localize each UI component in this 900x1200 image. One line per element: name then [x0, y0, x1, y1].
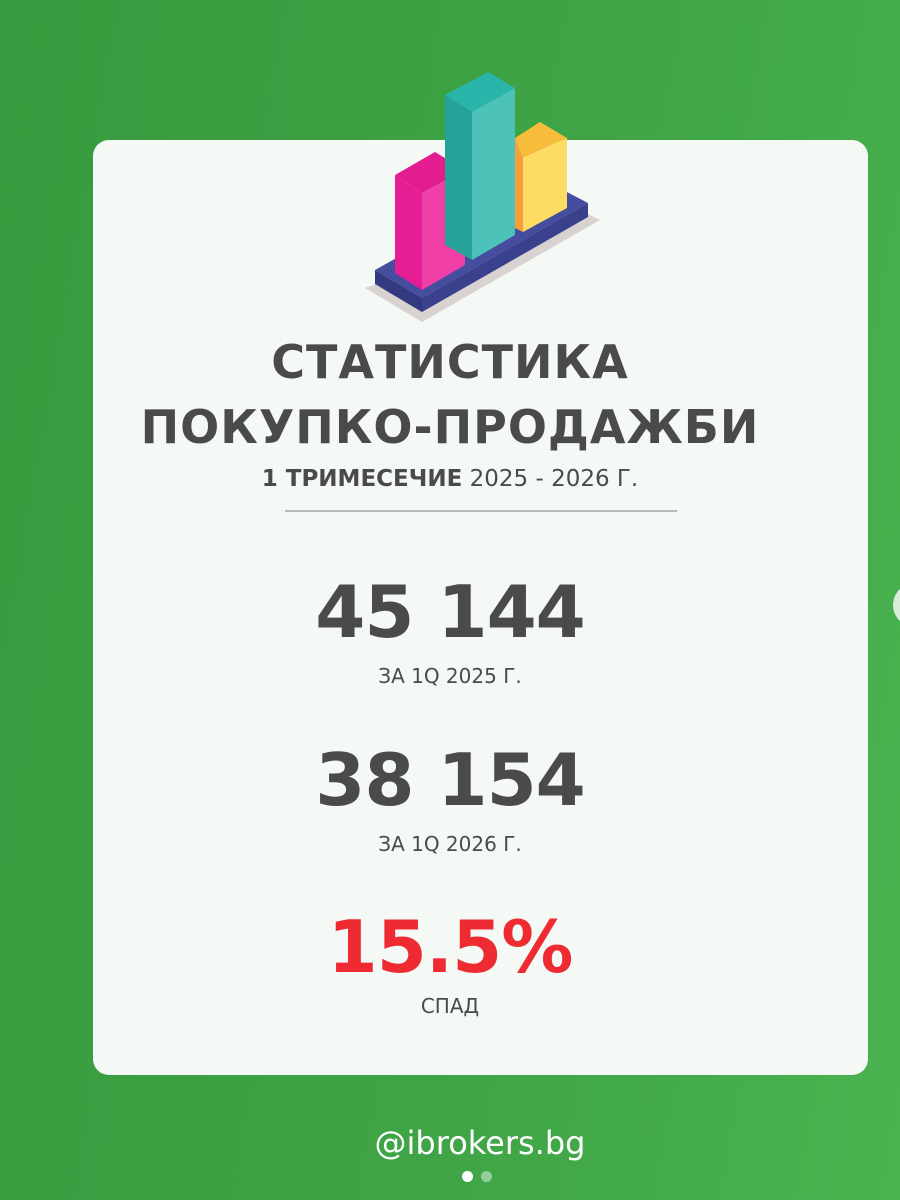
subtitle-bold: 1 ТРИМЕСЕЧИЕ — [261, 466, 463, 492]
title-line-2: ПОКУПКО-ПРОДАЖБИ — [140, 400, 760, 454]
stat-value-2025: 45 144 — [315, 570, 586, 654]
stat-label-2025: ЗА 1Q 2025 Г. — [378, 664, 522, 688]
instagram-handle: @ibrokers.bg — [374, 1124, 586, 1162]
next-slide-button[interactable] — [893, 583, 900, 627]
change-percent: 15.5% — [327, 905, 574, 989]
divider — [285, 510, 677, 512]
stat-value-2026: 38 154 — [315, 738, 586, 822]
title-line-1: СТАТИСТИКА — [271, 335, 629, 389]
subtitle-years: 2025 - 2026 Г. — [462, 466, 639, 492]
stat-label-2026: ЗА 1Q 2026 Г. — [378, 832, 522, 856]
stats-card — [93, 140, 868, 1075]
carousel-dot[interactable] — [481, 1171, 492, 1182]
change-label: СПАД — [420, 994, 480, 1018]
carousel-dot-active[interactable] — [462, 1171, 473, 1182]
subtitle: 1 ТРИМЕСЕЧИЕ 2025 - 2026 Г. — [0, 466, 900, 492]
bar-chart-illustration-icon — [365, 72, 600, 322]
